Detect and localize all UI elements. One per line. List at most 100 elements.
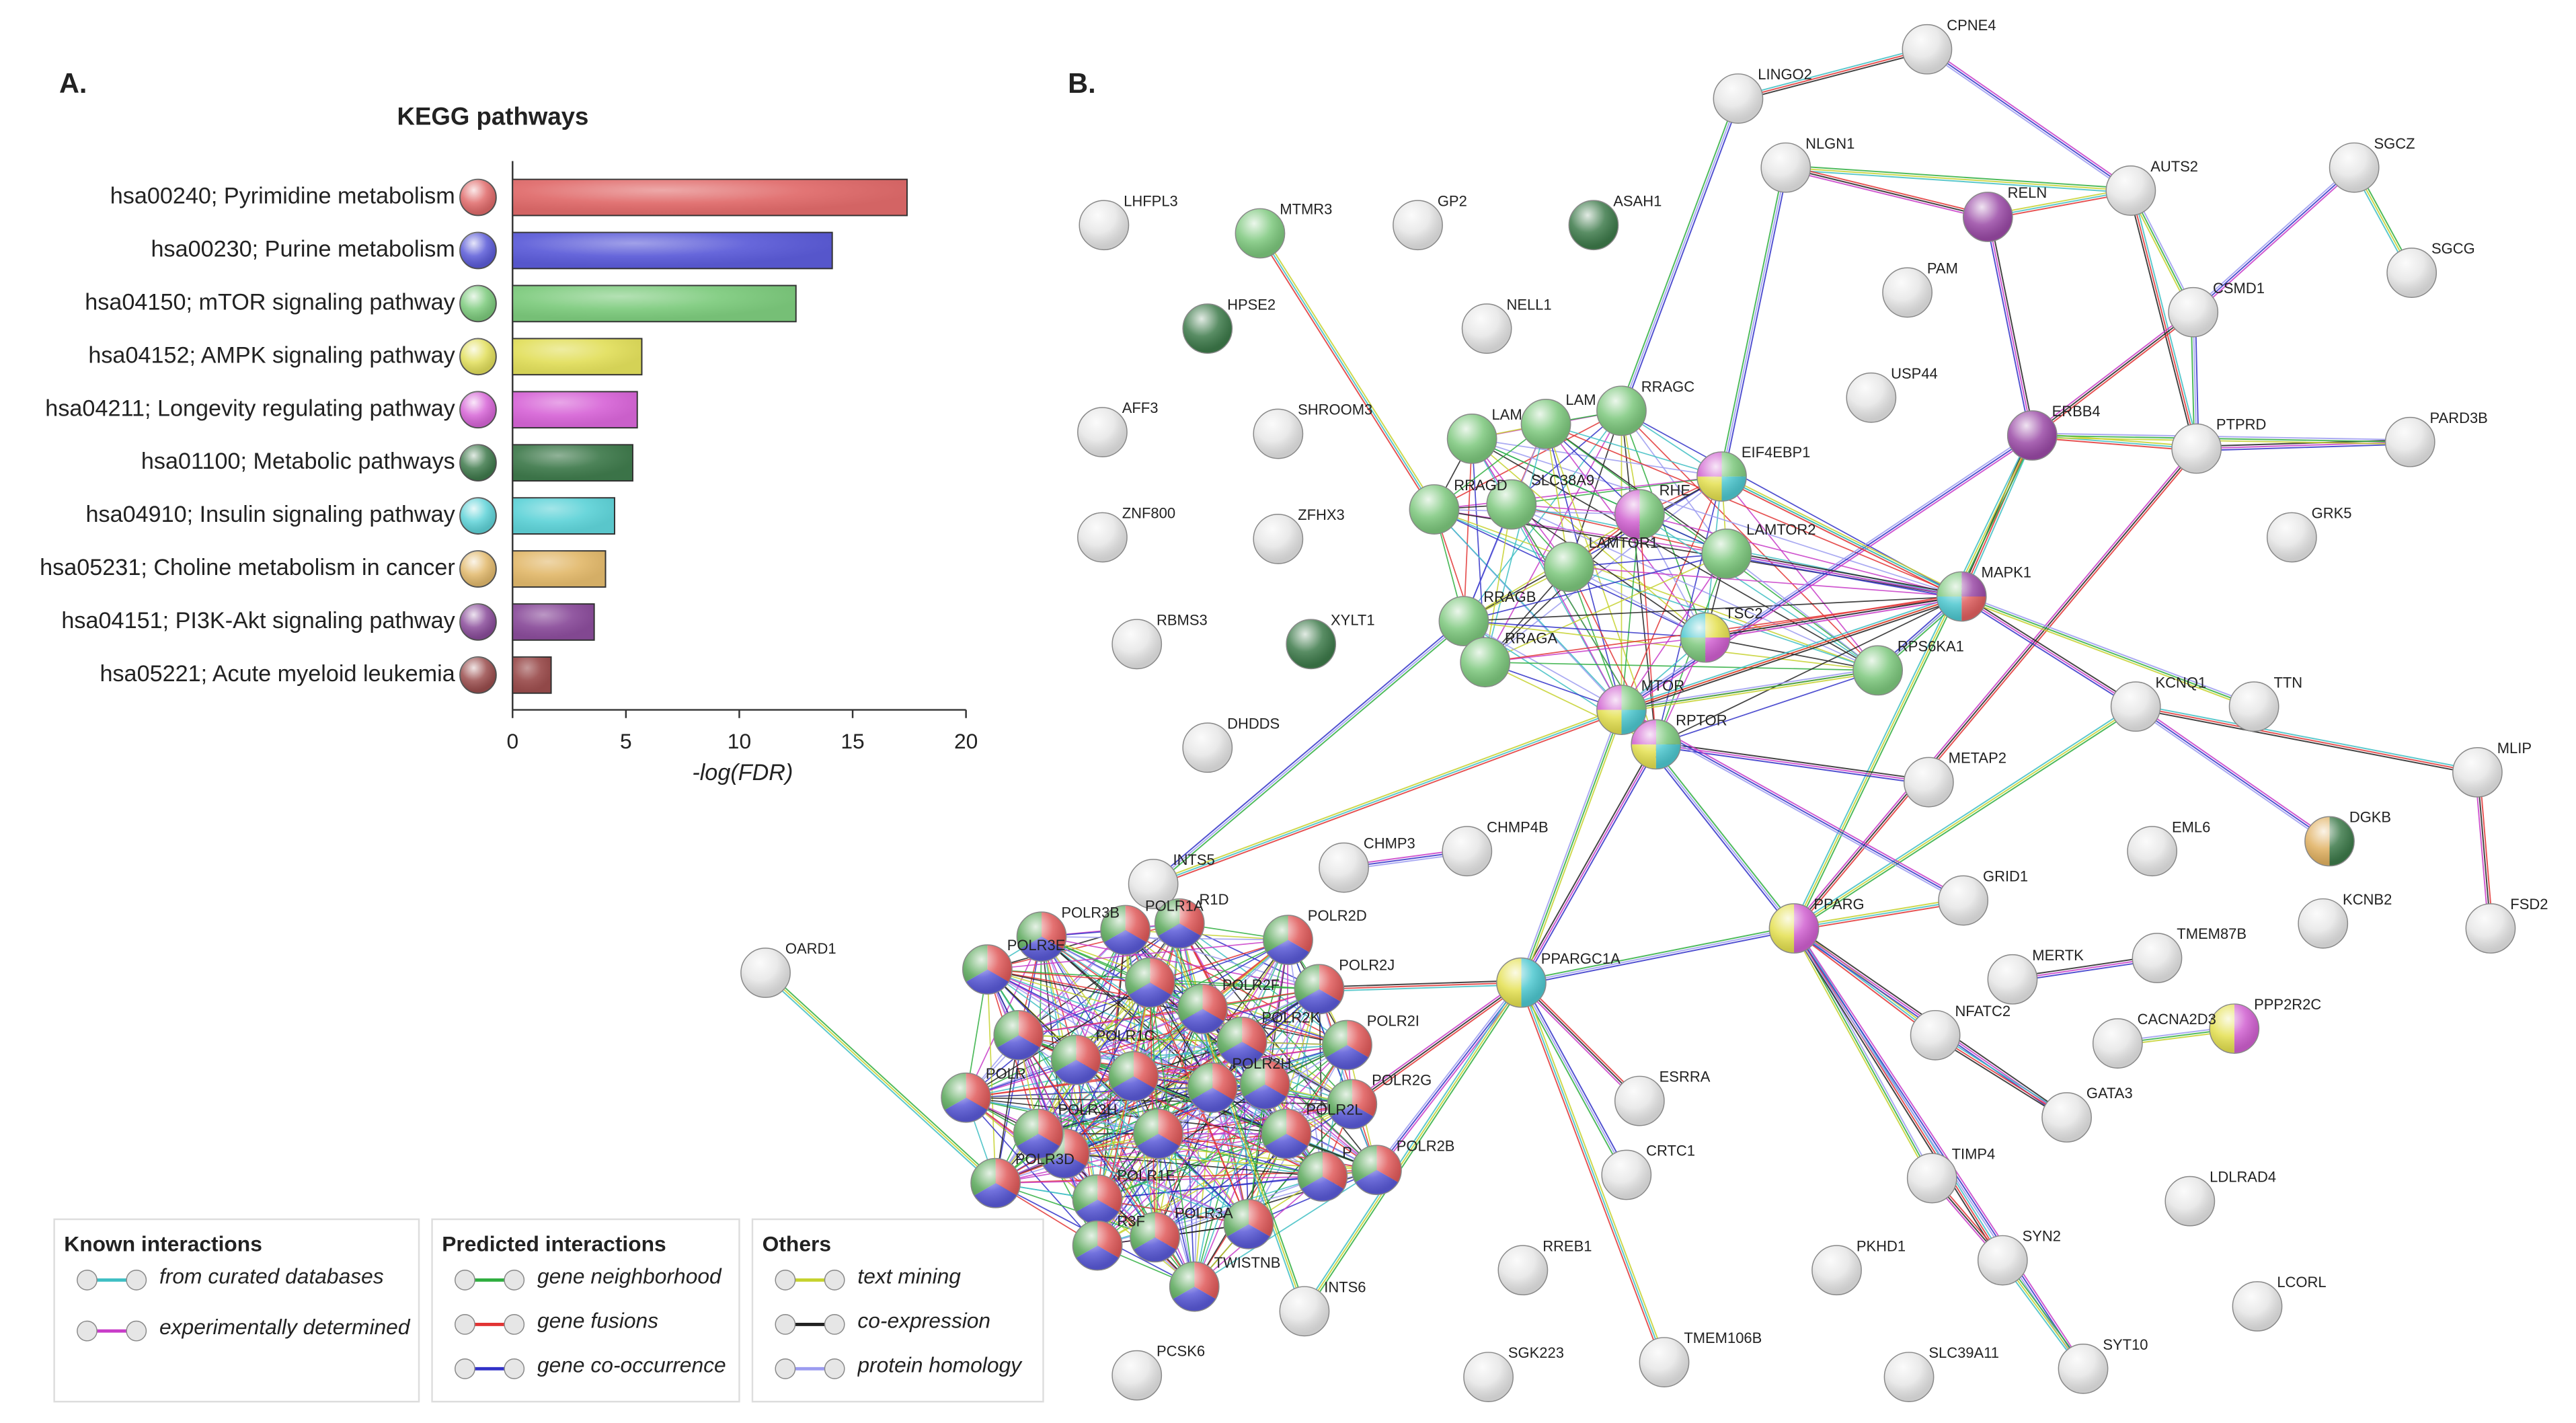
node-label: LDLRAD4 <box>2210 1169 2276 1186</box>
edge <box>1618 98 1737 411</box>
edge <box>1518 709 1621 983</box>
network-nodes: LINGO2 CPNE4 NLGN1 RELN AUTS2 SGCZ SGCG CSMD1 LH… <box>740 17 2548 1402</box>
edge <box>1792 704 2136 927</box>
edge <box>1655 670 1878 745</box>
node-label: CRTC1 <box>1646 1143 1695 1159</box>
edge <box>1785 167 2131 192</box>
edge <box>1621 553 1727 711</box>
legend-title: Known interactions <box>64 1232 262 1256</box>
chart-title: KEGG pathways <box>397 103 589 130</box>
node-label: AFF3 <box>1122 399 1159 416</box>
edge <box>1521 927 1795 984</box>
edge <box>1925 50 2130 193</box>
edge <box>1319 984 1522 993</box>
node-label: CACNA2D3 <box>2138 1011 2216 1028</box>
edge <box>1987 217 2033 436</box>
node-label: NLGN1 <box>1805 135 1855 152</box>
node-label: RRAGD <box>1454 477 1507 494</box>
node-label: SGCZ <box>2374 135 2415 152</box>
node-label: CHMP4B <box>1487 818 1549 835</box>
legend-label: gene fusions <box>537 1309 659 1333</box>
node-shine <box>1079 200 1130 251</box>
edge <box>1471 438 1962 597</box>
legend-text-box: co-expression <box>857 1309 990 1332</box>
edge <box>1791 434 2031 928</box>
node-label: P <box>1342 1144 1352 1161</box>
edge <box>1133 1076 1196 1287</box>
node-label: RRAGA <box>1505 629 1557 646</box>
node-label: KCNQ1 <box>2156 674 2207 691</box>
edge <box>1639 513 1962 597</box>
legend-node <box>126 1270 147 1291</box>
node-shine <box>1100 905 1151 956</box>
legend-label: gene neighborhood <box>537 1265 721 1289</box>
edge <box>1154 1044 1348 1238</box>
edge <box>1738 50 1928 102</box>
node-shine <box>1327 1079 1378 1130</box>
edge <box>1304 982 1522 1312</box>
legend-text-box: gene neighborhood <box>537 1265 721 1289</box>
edge <box>1149 983 1159 1134</box>
edge <box>1097 1044 1348 1200</box>
node-shine <box>1108 1051 1159 1102</box>
node-shine <box>2452 747 2503 798</box>
node-shine <box>1013 1108 1064 1159</box>
edge <box>1519 983 1639 1104</box>
edge <box>1157 1133 1196 1287</box>
bar-shine <box>512 498 615 534</box>
x-tick-label: 20 <box>954 729 978 753</box>
edge <box>1038 929 1126 1134</box>
edge <box>1518 742 1655 983</box>
edge <box>1511 504 1706 638</box>
edge <box>1125 929 1348 1046</box>
edge <box>1521 929 1795 986</box>
node-label: POLR3E <box>1007 937 1066 954</box>
node-shine <box>1486 479 1537 530</box>
edge <box>1463 410 1623 622</box>
node-label: USP44 <box>1891 365 1938 382</box>
edge <box>1520 982 1665 1362</box>
edge <box>1133 1075 1323 1178</box>
legend-dot-shine <box>460 498 496 534</box>
edge <box>1097 1087 1213 1246</box>
node-label: RRAGB <box>1483 588 1536 605</box>
edge <box>2191 165 2353 311</box>
legend-title: Predicted interactions <box>442 1232 666 1256</box>
edge <box>1484 424 1547 662</box>
edge <box>1705 595 1962 639</box>
node-shine <box>1352 1145 1402 1196</box>
edge <box>1621 98 1739 412</box>
edge <box>1041 935 1203 1010</box>
edge <box>1152 707 1621 883</box>
edge <box>1434 508 1878 671</box>
edge <box>1721 475 1962 597</box>
edge <box>2032 434 2411 443</box>
edge <box>1484 410 1623 663</box>
edge <box>1018 1034 1156 1238</box>
edge <box>1038 1104 1352 1134</box>
edge <box>1485 553 1727 663</box>
edge <box>2135 707 2477 775</box>
legend-dot-shine <box>460 391 496 428</box>
edge <box>1319 980 1522 988</box>
edge <box>1795 436 2035 930</box>
node-label: RHE <box>1660 482 1690 498</box>
y-tick-label: hsa00240; Pyrimidine metabolism <box>110 184 455 209</box>
node-shine <box>1235 208 1286 259</box>
legend-text-box: text mining <box>857 1265 961 1287</box>
edge <box>987 939 1288 970</box>
edge <box>1302 980 1520 1311</box>
edge <box>1795 927 2086 1369</box>
node-label: GRID1 <box>1983 868 2028 885</box>
node-shine <box>1050 1034 1101 1085</box>
node-shine <box>2105 165 2156 216</box>
node-label: POLR2B <box>1397 1137 1455 1154</box>
edge <box>1097 1044 1348 1246</box>
edge <box>1569 566 1878 671</box>
edge <box>1723 167 1789 477</box>
node-shine <box>2041 1092 2092 1143</box>
legend-label: gene co-occurrence <box>537 1354 726 1377</box>
edge <box>1352 982 1522 1105</box>
edge <box>966 1097 1287 1134</box>
